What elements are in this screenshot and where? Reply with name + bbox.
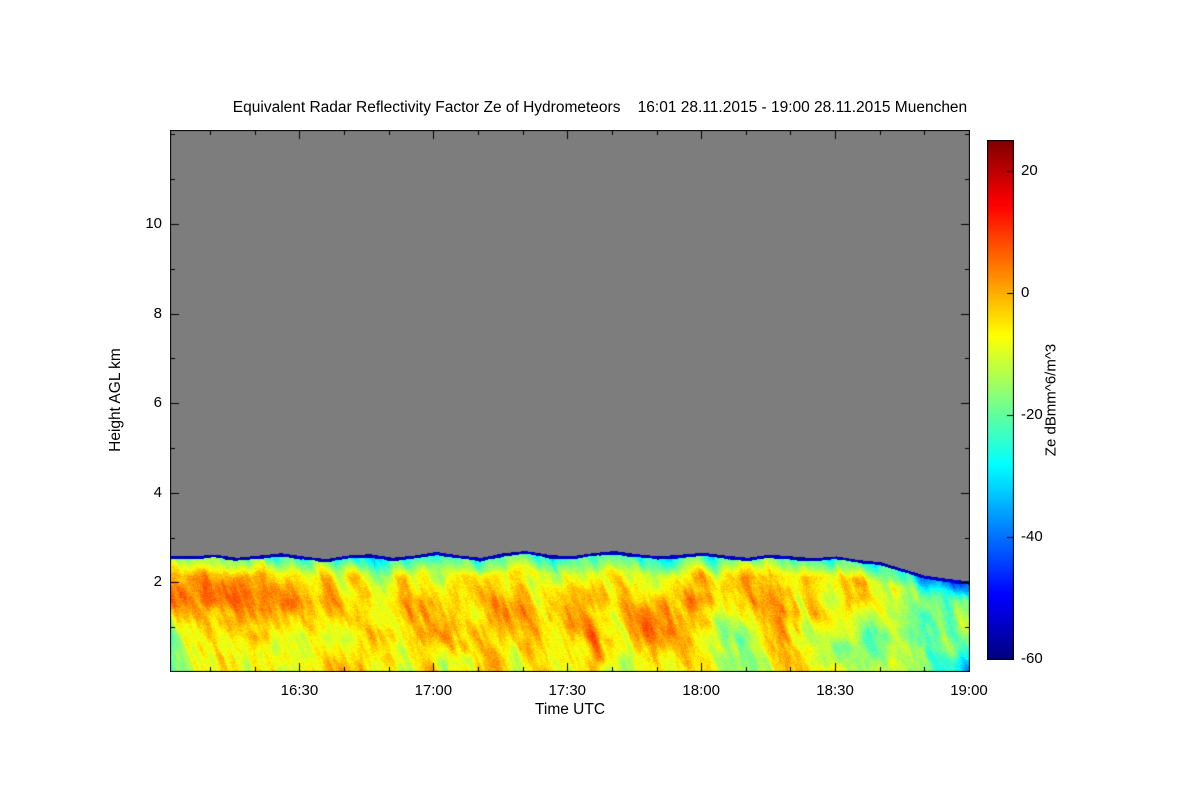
colorbar-label: Ze dBmm^6/m^3 <box>1042 343 1060 457</box>
x-tick-label: 17:30 <box>548 682 587 699</box>
y-tick-label: 6 <box>153 394 162 412</box>
y-tick-label: 8 <box>153 304 162 322</box>
heatmap-plot <box>170 130 970 672</box>
x-tick-label: 19:00 <box>950 682 988 699</box>
y-tick-label: 10 <box>145 215 162 233</box>
y-tick-label: 4 <box>153 483 162 501</box>
y-tick-label: 2 <box>153 573 162 591</box>
x-axis-label: Time UTC <box>534 701 606 718</box>
colorbar-tick-label: -40 <box>1021 527 1043 545</box>
x-tick-label: 17:00 <box>414 682 453 699</box>
colorbar-tick-label: -60 <box>1021 650 1043 667</box>
x-tick-label: 18:00 <box>682 682 720 699</box>
colorbar-tick-label: -20 <box>1021 405 1043 423</box>
colorbar-tick-label: 20 <box>1021 161 1038 179</box>
x-tick-label: 18:30 <box>816 682 854 699</box>
colorbar-tick-label: 0 <box>1021 283 1030 301</box>
chart-title: Equivalent Radar Reflectivity Factor Ze … <box>232 99 968 116</box>
colorbar <box>987 140 1014 660</box>
x-tick-label: 16:30 <box>280 682 319 699</box>
